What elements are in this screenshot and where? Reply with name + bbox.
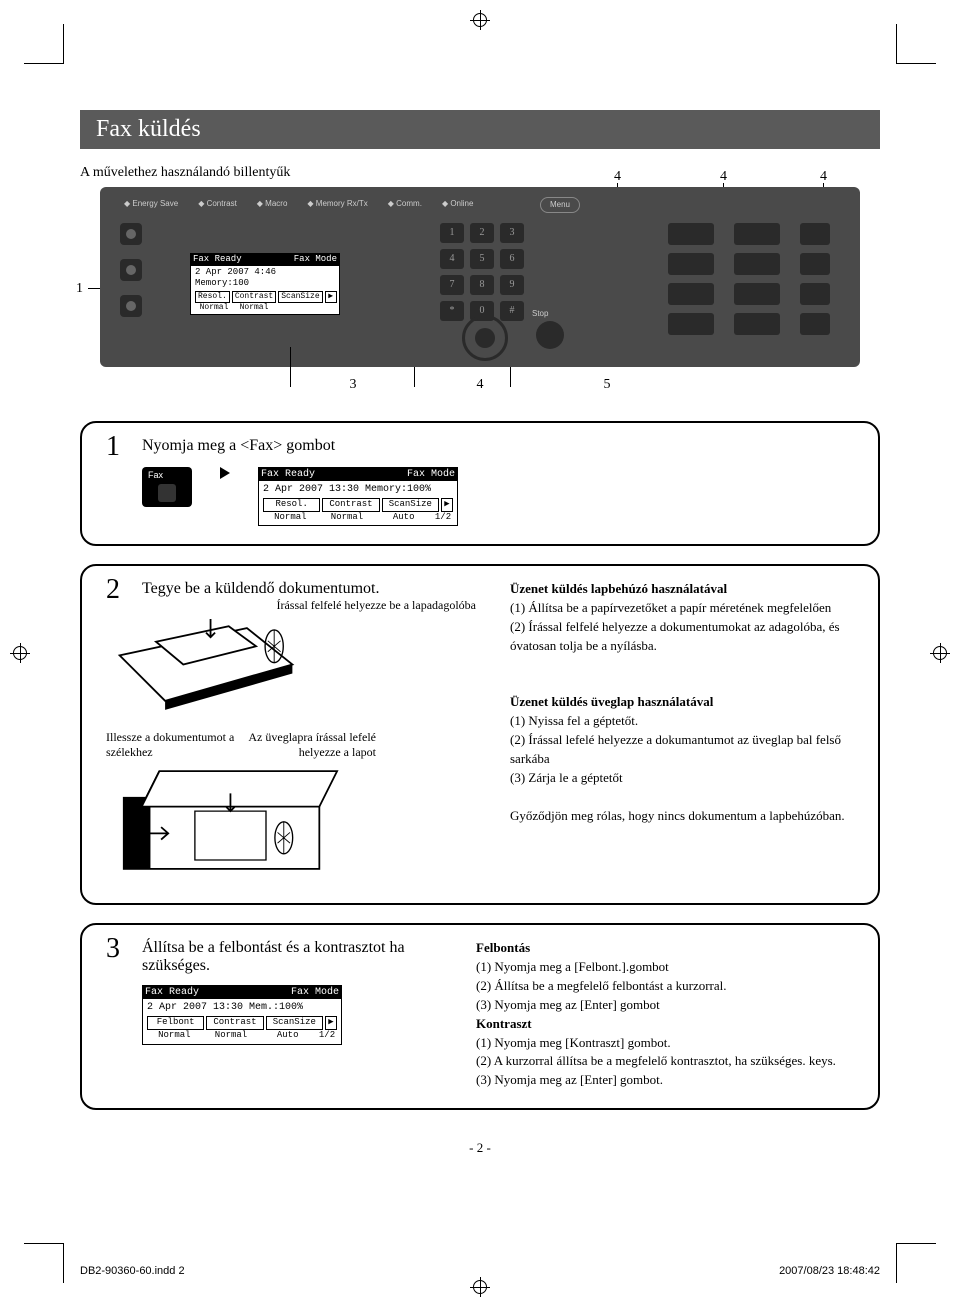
res-step-3: (3) Nyomja meg az [Enter] gombot	[476, 996, 854, 1015]
glass-note: Győződjön meg rólas, hogy nincs dokument…	[510, 807, 854, 826]
stop-label: Stop	[532, 309, 548, 318]
resolution-title: Felbontás	[476, 940, 530, 955]
page-number: - 2 -	[80, 1140, 880, 1156]
stop-button[interactable]	[536, 321, 564, 349]
note-align-edges: Illessze a dokumentumot a szélekhez	[106, 730, 236, 760]
glass-step-3: (3) Zárja le a géptetőt	[510, 769, 854, 788]
left-mode-buttons	[120, 223, 142, 317]
arrow-icon	[220, 467, 230, 479]
subtitle: A művelethez használandó billentyűk	[80, 165, 880, 181]
quick-dial-buttons-2[interactable]	[800, 223, 830, 335]
step-2-box: 2 Tegye be a küldendő dokumentumot. Írás…	[80, 564, 880, 905]
step-number: 2	[106, 574, 120, 606]
callout-1: 1	[76, 281, 83, 297]
step-title: Nyomja meg a <Fax> gombot	[142, 437, 854, 455]
adf-step-1: (1) Állítsa be a papírvezetőket a papír …	[510, 599, 854, 618]
document-feeder-illustration	[106, 619, 306, 719]
adf-title: Üzenet küldés lapbehúzó használatával	[510, 581, 727, 596]
res-step-2: (2) Állítsa be a megfelelő felbontást a …	[476, 977, 854, 996]
nav-dial[interactable]	[462, 315, 508, 361]
menu-button[interactable]: Menu	[540, 197, 580, 213]
lcd-display-step3: Fax ReadyFax Mode 2 Apr 2007 13:30 Mem.:…	[142, 985, 342, 1044]
control-panel-diagram: 4 4 4 1 Energy Save Contrast Macro Memor…	[80, 187, 880, 367]
step-1-box: 1 Nyomja meg a <Fax> gombot Fax ReadyFax…	[80, 421, 880, 546]
step-title: Tegye be a küldendő dokumentumot.	[142, 580, 486, 598]
numeric-keypad[interactable]: 123 456 789 *0#	[440, 223, 524, 321]
step-title: Állítsa be a felbontást és a kontrasztot…	[142, 939, 446, 975]
footer-timestamp: 2007/08/23 18:48:42	[779, 1265, 880, 1277]
step-number: 1	[106, 431, 120, 463]
glass-step-1: (1) Nyissa fel a géptetőt.	[510, 712, 854, 731]
glass-step-2: (2) Írással lefelé helyezze a dokumantum…	[510, 731, 854, 769]
page-title: Fax küldés	[80, 110, 880, 149]
quick-dial-buttons[interactable]	[668, 223, 780, 335]
fax-button[interactable]	[120, 259, 142, 281]
step-3-box: 3 Állítsa be a felbontást és a kontraszt…	[80, 923, 880, 1110]
copy-button[interactable]	[120, 223, 142, 245]
panel-top-labels: Energy Save Contrast Macro Memory Rx/Tx …	[124, 199, 473, 208]
glass-plate-illustration	[106, 760, 346, 880]
fax-icon	[142, 467, 192, 507]
adf-step-2: (2) Írással felfelé helyezze a dokumentu…	[510, 618, 854, 656]
contrast-title: Kontraszt	[476, 1016, 532, 1031]
glass-title: Üzenet küldés üveglap használatával	[510, 694, 713, 709]
note-face-down: Az üveglapra írással lefelé helyezze a l…	[246, 730, 376, 760]
step-number: 3	[106, 933, 120, 965]
footer-filename: DB2-90360-60.indd 2	[80, 1265, 185, 1277]
scan-button[interactable]	[120, 295, 142, 317]
bottom-callout-nums: 3 4 5	[80, 377, 880, 393]
con-step-3: (3) Nyomja meg az [Enter] gombot.	[476, 1071, 854, 1090]
lcd-display-step1: Fax ReadyFax Mode 2 Apr 2007 13:30 Memor…	[258, 467, 458, 526]
res-step-1: (1) Nyomja meg a [Felbont.].gombot	[476, 958, 854, 977]
con-step-2: (2) A kurzorral állítsa be a megfelelő k…	[476, 1052, 854, 1071]
lcd-display: Fax ReadyFax Mode 2 Apr 2007 4:46 Memory…	[190, 253, 340, 315]
note-face-up: Írással felfelé helyezze be a lapadagoló…	[106, 598, 476, 613]
con-step-1: (1) Nyomja meg [Kontraszt] gombot.	[476, 1034, 854, 1053]
